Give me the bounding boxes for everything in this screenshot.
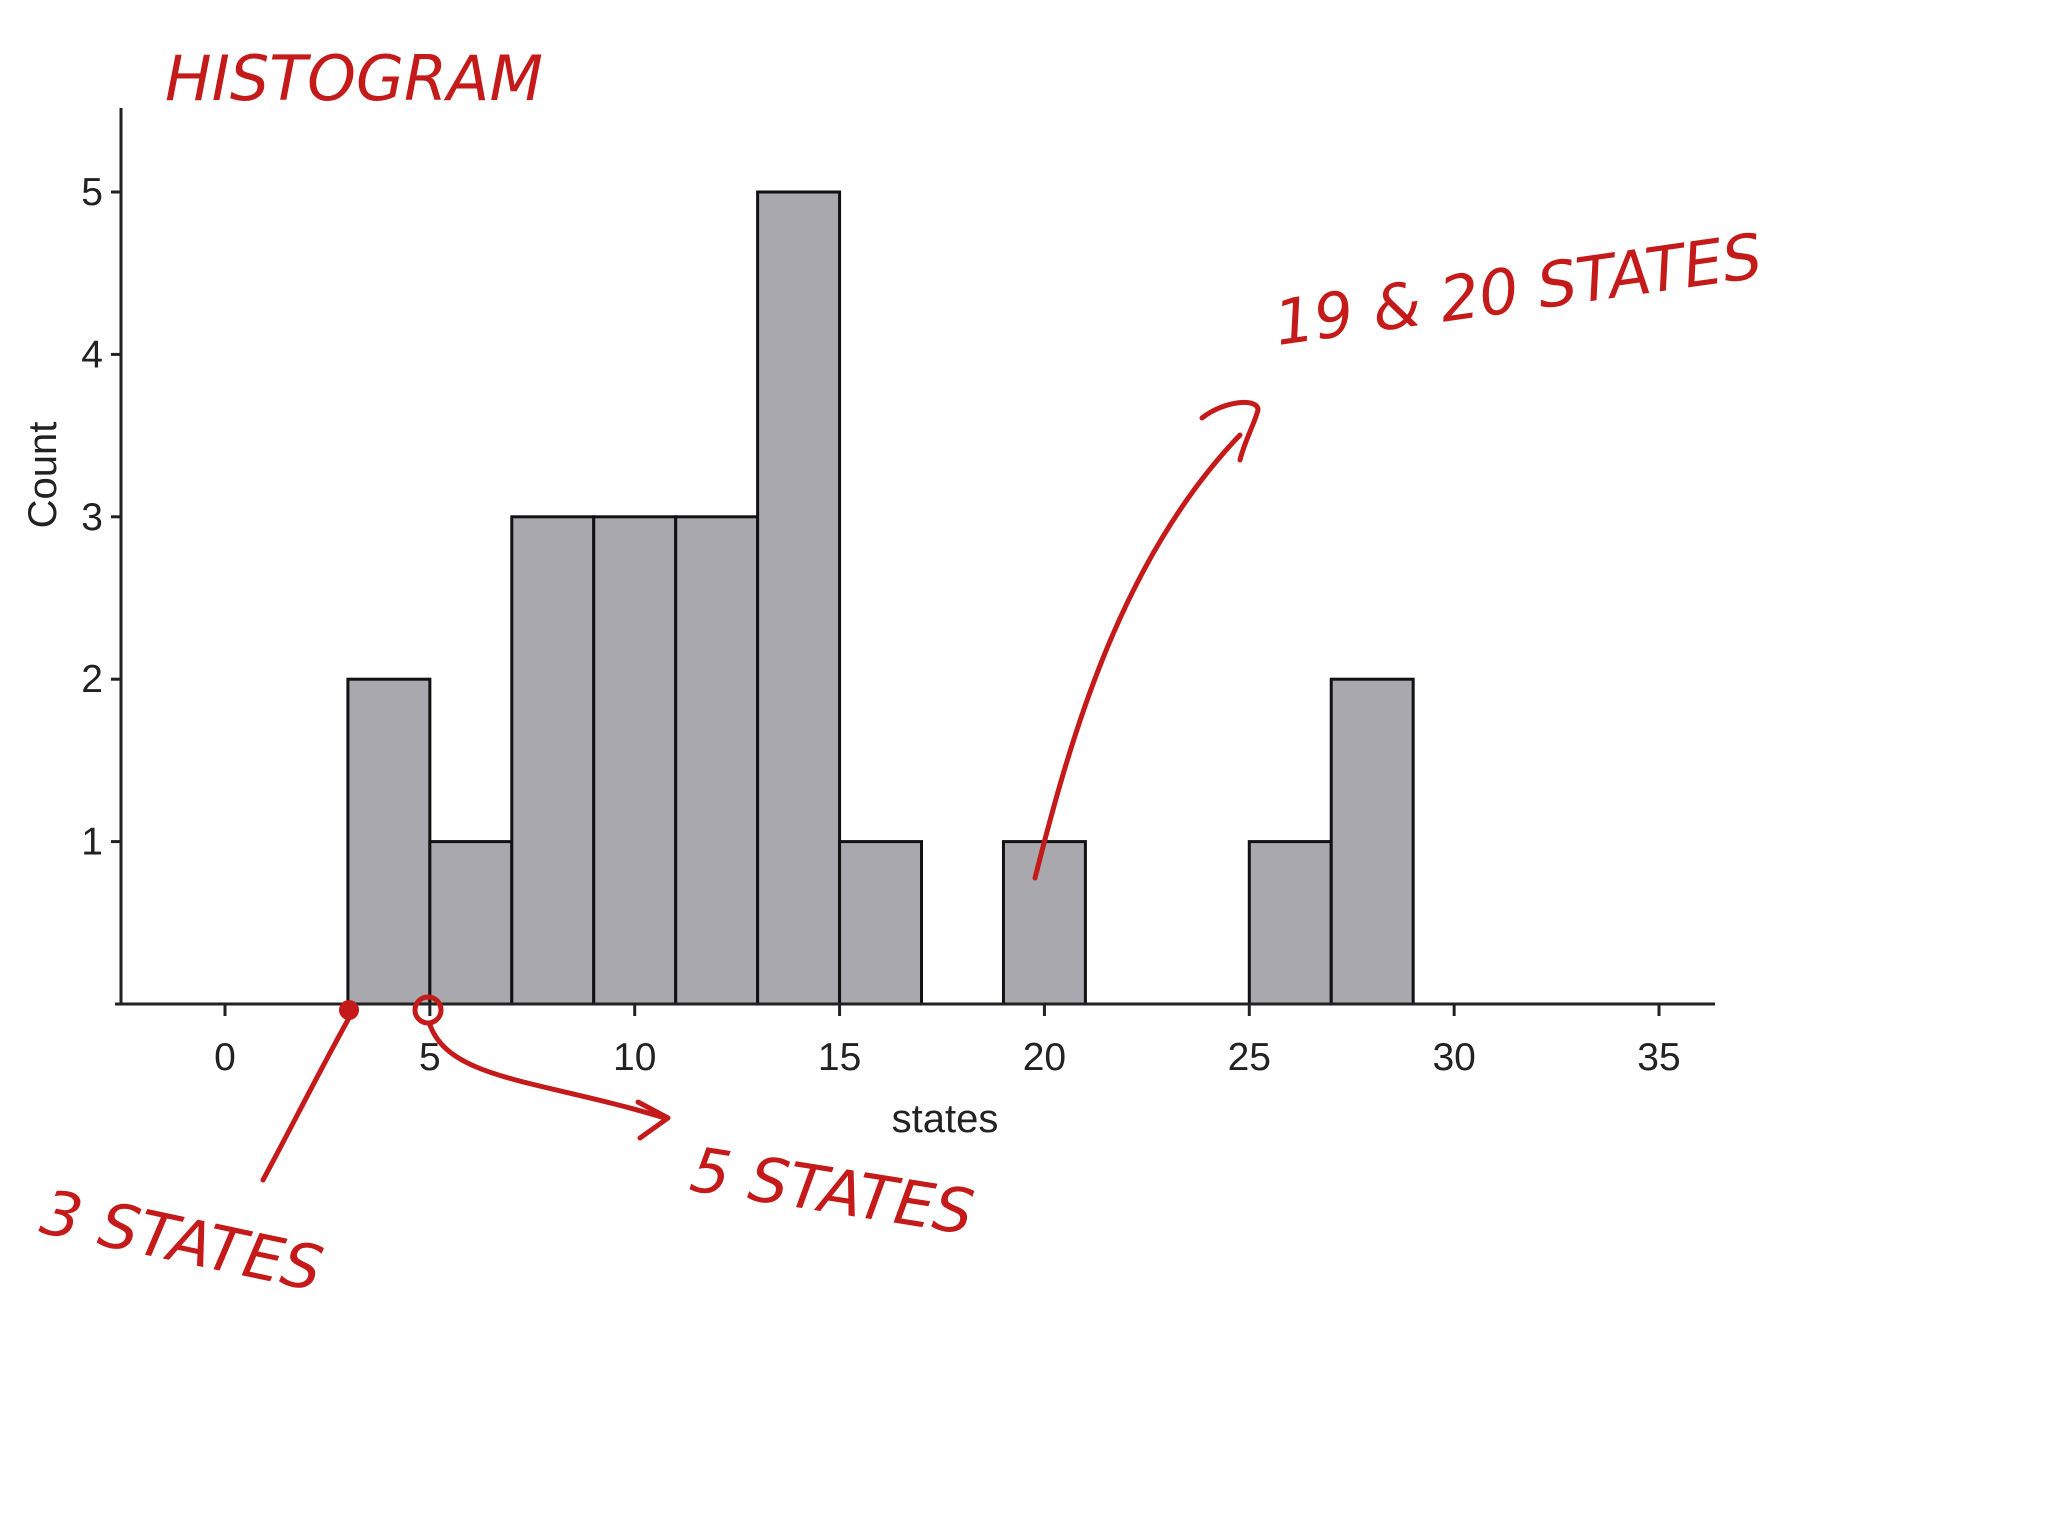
histogram-bar bbox=[1247, 840, 1333, 1006]
x-tick-label: 15 bbox=[818, 1036, 861, 1079]
annotation-circle-icon bbox=[412, 994, 444, 1026]
handwritten-note-mid: 5 STATES bbox=[686, 1133, 979, 1250]
histogram-bar bbox=[346, 677, 432, 1006]
axes-group bbox=[115, 108, 1715, 1006]
annotation-arrow-right-icon bbox=[1032, 432, 1243, 881]
annotation-dot-icon bbox=[339, 1000, 359, 1020]
y-tick-label: 4 bbox=[81, 333, 103, 376]
handwritten-note-right: 19 & 20 STATES bbox=[1270, 219, 1766, 360]
histogram-bar bbox=[838, 840, 924, 1006]
x-tick-label: 30 bbox=[1432, 1036, 1475, 1079]
x-tick-label: 20 bbox=[1023, 1036, 1066, 1079]
x-tick-label: 10 bbox=[613, 1036, 656, 1079]
handwritten-note-left: 3 STATES bbox=[35, 1175, 329, 1306]
histogram-bar bbox=[428, 840, 514, 1006]
x-tick-label: 0 bbox=[214, 1036, 236, 1079]
annotation-arrowhead-right-icon bbox=[1199, 399, 1261, 463]
histogram-bar bbox=[756, 190, 842, 1006]
annotation-arrow-left-icon bbox=[260, 1015, 352, 1183]
y-tick-label: 1 bbox=[81, 821, 103, 864]
y-tick-label: 3 bbox=[81, 496, 103, 539]
handwritten-title: HISTOGRAM bbox=[165, 42, 543, 115]
histogram-bar bbox=[1001, 840, 1087, 1006]
x-tick-label: 35 bbox=[1637, 1036, 1680, 1079]
x-tick-label: 25 bbox=[1228, 1036, 1271, 1079]
y-tick-label: 5 bbox=[81, 171, 103, 214]
x-ticks-group: 0 5 10 15 20 25 30 35 bbox=[214, 1004, 1681, 1079]
histogram-bar bbox=[1329, 677, 1415, 1006]
y-axis-title: Count bbox=[21, 422, 65, 529]
annotation-arrow-mid-icon bbox=[427, 1022, 668, 1121]
histogram-bar bbox=[510, 515, 596, 1006]
histogram-bar bbox=[592, 515, 678, 1006]
x-tick-label: 5 bbox=[419, 1036, 441, 1079]
annotation-arrowhead-mid-icon bbox=[635, 1099, 671, 1141]
histogram-bar bbox=[674, 515, 760, 1006]
bars-group bbox=[346, 190, 1415, 1006]
x-axis-title: states bbox=[892, 1097, 999, 1141]
y-ticks-group: 1 2 3 4 5 bbox=[81, 171, 121, 864]
y-tick-label: 2 bbox=[81, 658, 103, 701]
